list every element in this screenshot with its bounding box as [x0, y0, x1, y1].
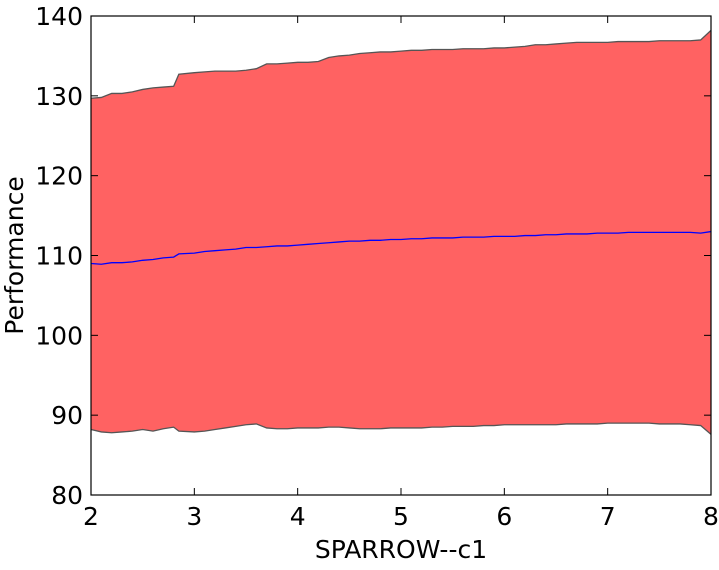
x-tick-label: 5 [393, 502, 409, 531]
y-tick-label: 140 [35, 2, 83, 31]
y-tick-label: 90 [51, 401, 83, 430]
x-tick-label: 3 [186, 502, 202, 531]
y-tick-label: 100 [35, 321, 83, 350]
x-tick-label: 4 [290, 502, 306, 531]
x-axis-label: SPARROW--c1 [315, 535, 487, 564]
x-tick-label: 6 [496, 502, 512, 531]
x-tick-label: 8 [703, 502, 719, 531]
y-tick-label: 130 [35, 82, 83, 111]
x-tick-label: 2 [83, 502, 99, 531]
y-axis-label: Performance [0, 176, 29, 334]
y-tick-label: 120 [35, 162, 83, 191]
ticks: 2 3 4 5 6 7 8 80 90 100 110 120 130 140 [35, 2, 719, 531]
y-tick-label: 80 [51, 481, 83, 510]
confidence-band [91, 30, 711, 435]
lower-bound-line [90, 422, 712, 435]
y-tick-label: 110 [35, 242, 83, 271]
mean-line [90, 230, 712, 265]
upper-bound-line [90, 29, 712, 99]
plot-area [90, 29, 712, 435]
x-tick-label: 7 [600, 502, 616, 531]
